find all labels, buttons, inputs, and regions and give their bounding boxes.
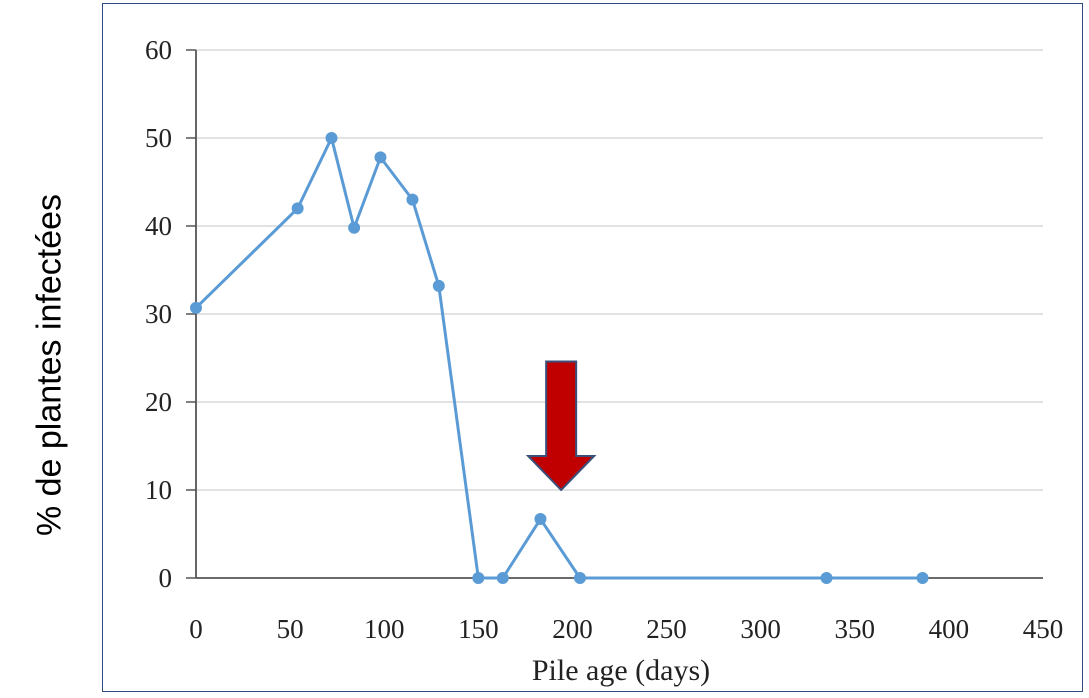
y-tick-labels: 0 10 20 30 40 50 60 — [145, 35, 172, 593]
x-tick-label-450: 450 — [1023, 614, 1064, 644]
x-tick-label-100: 100 — [364, 614, 405, 644]
data-point-10 — [573, 572, 586, 584]
data-point-2 — [325, 132, 338, 144]
x-tick-label-350: 350 — [835, 614, 876, 644]
data-point-12 — [916, 572, 929, 584]
x-tick-labels: 0 50 100 150 200 250 300 350 400 450 — [189, 614, 1063, 644]
chart-frame — [102, 3, 1083, 692]
red-down-arrow-0 — [525, 360, 597, 492]
data-point-1 — [291, 202, 304, 215]
data-point-9 — [534, 513, 547, 526]
x-tick-label-200: 200 — [552, 614, 593, 644]
y-tick-label-10: 10 — [145, 475, 172, 505]
x-tick-label-150: 150 — [458, 614, 499, 644]
x-tick-label-50: 50 — [277, 614, 304, 644]
y-tick-label-50: 50 — [145, 123, 172, 153]
data-point-0 — [190, 301, 202, 314]
data-point-4 — [374, 151, 387, 164]
x-axis-label: Pile age (days) — [532, 654, 710, 687]
y-tick-label-20: 20 — [145, 387, 172, 417]
x-tick-label-400: 400 — [929, 614, 970, 644]
annotation-layer — [525, 360, 597, 492]
data-point-11 — [820, 572, 833, 584]
gridlines — [196, 49, 1043, 491]
y-tick-label-40: 40 — [145, 211, 172, 241]
x-tick-label-250: 250 — [646, 614, 687, 644]
data-point-8 — [496, 572, 509, 584]
y-tick-label-0: 0 — [159, 563, 173, 593]
x-tick-label-0: 0 — [189, 614, 203, 644]
x-tick-label-300: 300 — [740, 614, 781, 644]
data-point-5 — [406, 193, 419, 206]
data-point-7 — [472, 572, 485, 584]
y-tick-label-60: 60 — [145, 35, 172, 65]
data-point-6 — [432, 279, 445, 292]
data-point-3 — [348, 221, 361, 234]
series-line-0 — [194, 136, 923, 580]
y-tick-label-30: 30 — [145, 299, 172, 329]
series-layer — [190, 132, 929, 584]
